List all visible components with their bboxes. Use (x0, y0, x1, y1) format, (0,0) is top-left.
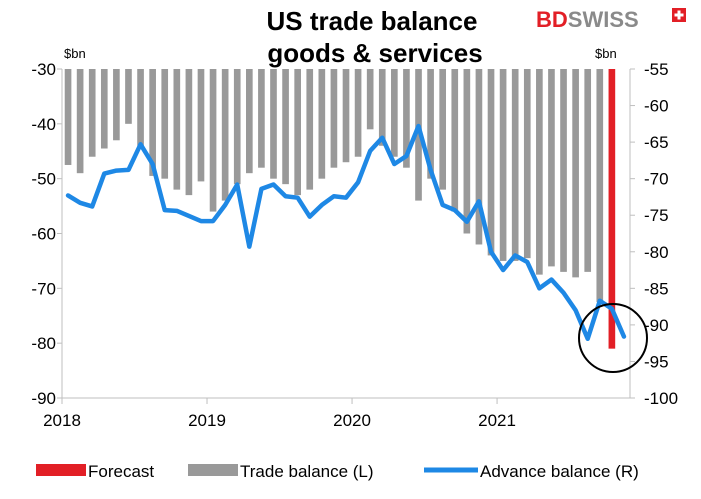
trade-balance-bar (378, 69, 386, 146)
trade-balance-bar (294, 69, 301, 196)
trade-balance-bar (366, 69, 374, 130)
trade-balance-bar (246, 69, 253, 174)
chart-title: US trade balance goods & services (267, 6, 483, 68)
legend-label-advance: Advance balance (R) (480, 462, 639, 481)
trade-balance-bar (270, 69, 277, 179)
trade-balance-bar (560, 69, 567, 272)
left-tick-label: -80 (31, 334, 56, 353)
x-tick-label: 2020 (333, 411, 371, 430)
swiss-cross-icon (672, 8, 686, 22)
advance-balance-line (65, 123, 627, 342)
left-tick-label: -50 (31, 170, 56, 189)
trade-balance-bar (258, 69, 265, 168)
left-tick-label: -60 (31, 225, 56, 244)
trade-balance-bar (427, 69, 434, 179)
right-tick-label: -80 (644, 243, 669, 262)
right-tick-label: -55 (644, 60, 669, 79)
trade-balance-bar (76, 69, 84, 174)
trade-balance-bar (354, 69, 362, 157)
logo-bd-text: BD (536, 7, 568, 32)
trade-balance-bar (113, 69, 120, 141)
chart-title-line-2: goods & services (267, 38, 482, 68)
trade-balance-bar (487, 69, 495, 256)
trade-balance-bar (221, 69, 229, 201)
legend-label-trade: Trade balance (L) (240, 462, 374, 481)
right-tick-label: -65 (644, 133, 669, 152)
trade-balance-bar (330, 69, 338, 168)
trade-balance-bar (511, 69, 519, 261)
trade-balance-bar (197, 69, 205, 182)
right-tick-label: -70 (644, 170, 669, 189)
left-axis-ticks: -30 -40 -50 -60 -70 -80 -90 (31, 60, 62, 408)
legend-swatch-trade (188, 464, 238, 476)
trade-balance-bar (475, 69, 483, 245)
left-tick-label: -40 (31, 115, 56, 134)
trade-balance-bar (536, 69, 543, 275)
trade-balance-bar (584, 69, 592, 272)
trade-balance-bar (463, 69, 471, 234)
legend: Forecast Trade balance (L) Advance balan… (36, 462, 639, 481)
trade-balance-bar (125, 69, 132, 124)
trade-balance-bar (100, 69, 108, 149)
trade-balance-bar (282, 69, 289, 185)
forecast-bars (608, 69, 616, 349)
left-tick-label: -30 (31, 60, 56, 79)
trade-balance-bar (64, 69, 72, 165)
trade-balance-bar (318, 69, 326, 179)
logo-swiss-text: SWISS (568, 7, 639, 32)
x-axis-ticks: 2018 2019 2020 2021 (43, 398, 516, 430)
trade-balance-bar (523, 69, 531, 259)
trade-balance-bar (451, 69, 459, 212)
trade-balance-bar (548, 69, 555, 267)
trade-balance-bar (161, 69, 169, 179)
forecast-highlight-circle (578, 303, 648, 373)
trade-balance-bar (403, 69, 410, 168)
trade-balance-bar (499, 69, 507, 261)
right-axis-ticks: -55 -60 -65 -70 -75 -80 -85 -90 -95 -100 (630, 60, 678, 408)
right-tick-label: -100 (644, 389, 678, 408)
trade-balance-bar (185, 69, 193, 196)
trade-balance-bar (88, 69, 96, 157)
legend-swatch-forecast (36, 464, 86, 476)
trade-balance-bar (596, 69, 604, 303)
forecast-bar (608, 69, 616, 349)
right-tick-label: -90 (644, 316, 669, 335)
trade-balance-bar (415, 69, 422, 201)
right-tick-label: -95 (644, 352, 669, 371)
trade-balance-bar (149, 69, 156, 176)
right-tick-label: -75 (644, 206, 669, 225)
trade-balance-bar (137, 69, 144, 146)
trade-balance-bar (342, 69, 350, 163)
left-tick-label: -90 (31, 389, 56, 408)
trade-balance-bar (306, 69, 314, 190)
chart-title-line-1: US trade balance (267, 6, 478, 36)
svg-text:BDSWISS: BDSWISS (536, 7, 639, 32)
right-tick-label: -60 (644, 97, 669, 116)
legend-label-forecast: Forecast (88, 462, 154, 481)
left-axis-unit: $bn (64, 46, 86, 61)
x-tick-label: 2021 (478, 411, 516, 430)
right-tick-label: -85 (644, 279, 669, 298)
left-tick-label: -70 (31, 279, 56, 298)
trade-balance-bars (64, 69, 604, 303)
trade-balance-bar (572, 69, 579, 278)
x-tick-label: 2018 (43, 411, 81, 430)
right-axis-unit: $bn (595, 46, 617, 61)
trade-balance-bar (391, 69, 398, 157)
bdswiss-logo: BDSWISS (536, 7, 686, 32)
trade-balance-bar (233, 69, 241, 185)
trade-balance-bar (439, 69, 447, 190)
x-tick-label: 2019 (188, 411, 226, 430)
trade-balance-bar (209, 69, 217, 212)
advance-balance-path (65, 123, 627, 342)
trade-balance-bar (173, 69, 181, 190)
